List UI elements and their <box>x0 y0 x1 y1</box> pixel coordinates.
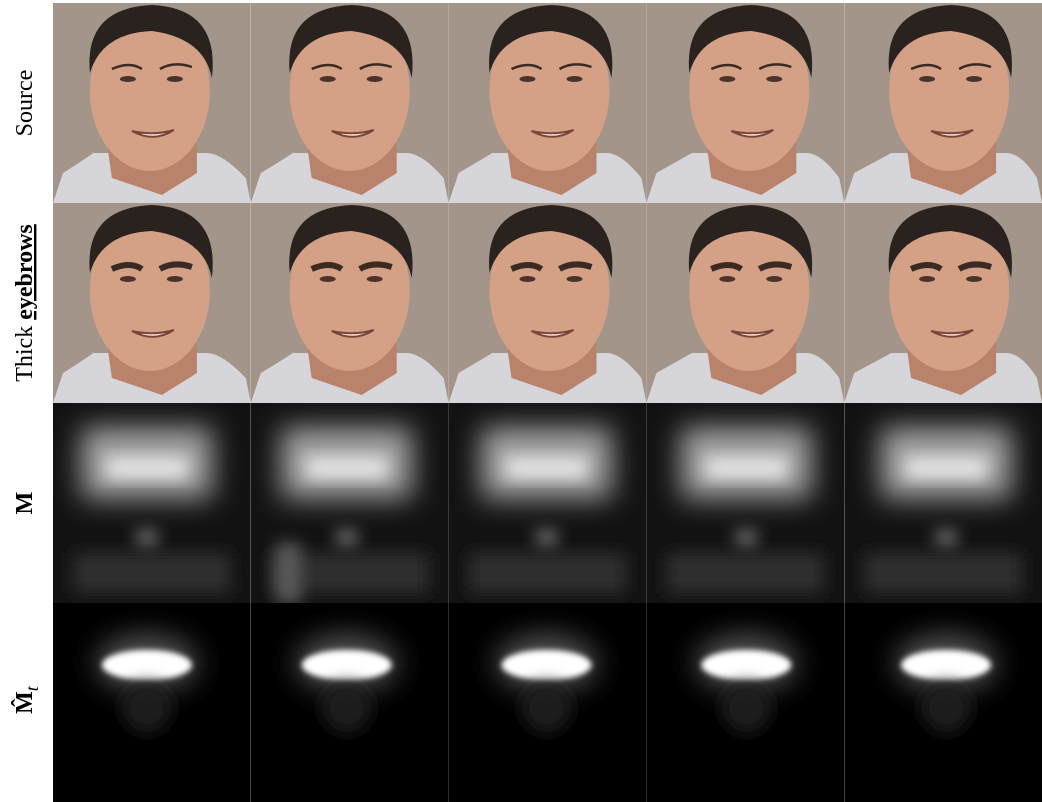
mask-spot <box>934 528 958 548</box>
mask-shadow <box>921 683 971 733</box>
image <box>646 603 844 802</box>
mask-shadow <box>721 683 771 733</box>
image <box>844 603 1042 802</box>
image-grid <box>53 3 1042 802</box>
image <box>844 3 1042 203</box>
image <box>53 3 251 203</box>
eye <box>719 276 735 282</box>
mask-region <box>864 553 1022 593</box>
image <box>646 3 844 203</box>
row-label-text: M̂ <box>11 691 38 714</box>
image <box>251 603 449 802</box>
mask-region <box>107 458 187 478</box>
mask-shadow <box>322 683 372 733</box>
mask-region <box>706 458 786 478</box>
mask-region <box>666 553 824 593</box>
mask-region <box>73 553 231 593</box>
image <box>53 203 251 403</box>
row-label-subscript: t <box>22 685 42 691</box>
eye <box>966 276 982 282</box>
mask-core <box>502 650 592 680</box>
image <box>449 3 647 203</box>
image <box>449 203 647 403</box>
mask-region <box>276 543 301 603</box>
image-cell <box>646 403 844 603</box>
eye <box>120 276 136 282</box>
eye <box>520 276 536 282</box>
mask-region <box>507 458 587 478</box>
eye <box>167 76 183 82</box>
eye <box>520 76 536 82</box>
eye <box>320 76 336 82</box>
eye <box>766 76 782 82</box>
mask-shadow <box>522 683 572 733</box>
row-label-text: Source <box>12 70 38 137</box>
mask-core <box>701 650 791 680</box>
image-cell <box>449 403 647 603</box>
mask-region <box>469 553 627 593</box>
row-label: Thick eyebrows <box>12 224 38 382</box>
image <box>646 203 844 403</box>
row-label: M <box>12 492 38 515</box>
image <box>251 403 449 603</box>
eye <box>320 276 336 282</box>
image <box>844 203 1042 403</box>
eye <box>567 76 583 82</box>
row-label: M̂t <box>11 685 42 714</box>
row-label-text: M <box>12 492 38 515</box>
mask-core <box>901 650 991 680</box>
image <box>646 403 844 603</box>
mask-region <box>906 458 986 478</box>
row-label-emphasis: eyebrows <box>12 224 38 320</box>
eye <box>919 76 935 82</box>
image-cell <box>646 203 844 403</box>
image-cell <box>53 603 251 802</box>
eye <box>966 76 982 82</box>
image <box>449 403 647 603</box>
image-cell <box>53 403 251 603</box>
eye <box>367 76 383 82</box>
image <box>251 3 449 203</box>
mask-core <box>102 650 192 680</box>
image <box>53 403 251 603</box>
mask-spot <box>335 528 359 548</box>
image-cell <box>53 3 251 203</box>
mask-shadow <box>122 683 172 733</box>
row-label-text: Thick <box>12 326 38 382</box>
image-cell <box>53 203 251 403</box>
image-cell <box>449 3 647 203</box>
eye <box>367 276 383 282</box>
eye <box>766 276 782 282</box>
mask-spot <box>135 528 159 548</box>
eye <box>567 276 583 282</box>
mask-region <box>307 458 387 478</box>
figure: Source Thick eyebrows M M̂t <box>0 0 1042 802</box>
image <box>449 603 647 802</box>
image-cell <box>251 3 449 203</box>
image-cell <box>449 603 647 802</box>
eye <box>919 276 935 282</box>
image-cell <box>844 203 1042 403</box>
image <box>53 603 251 802</box>
image-cell <box>844 603 1042 802</box>
mask-core <box>302 650 392 680</box>
eye <box>719 76 735 82</box>
image-cell <box>251 403 449 603</box>
eye <box>120 76 136 82</box>
image-cell <box>251 603 449 802</box>
image-cell <box>844 3 1042 203</box>
image <box>251 203 449 403</box>
image <box>844 403 1042 603</box>
image-cell <box>449 203 647 403</box>
mask-spot <box>535 528 559 548</box>
image-cell <box>646 3 844 203</box>
eye <box>167 276 183 282</box>
image-cell <box>646 603 844 802</box>
image-cell <box>251 203 449 403</box>
row-label: Source <box>12 70 38 137</box>
mask-spot <box>734 528 758 548</box>
image-cell <box>844 403 1042 603</box>
